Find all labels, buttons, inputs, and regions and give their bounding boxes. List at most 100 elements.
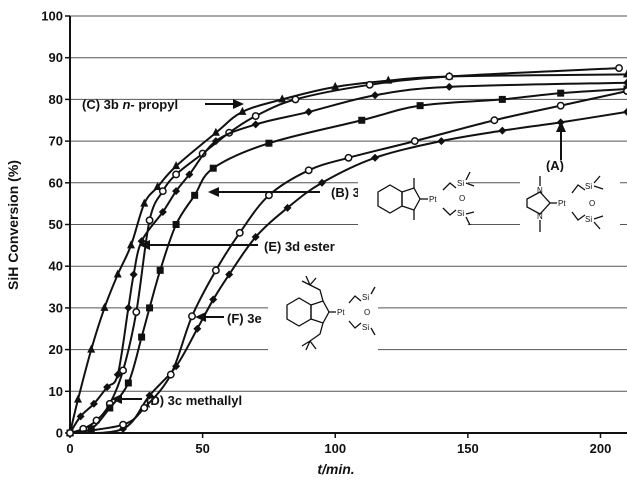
series-3-line [69,81,627,434]
series-2-point-5 [146,304,154,312]
series-4-point-11 [437,137,446,146]
series-1-point-12 [291,95,300,104]
series-4-point-12 [498,126,507,135]
annotation-b-arrowhead [208,187,219,197]
series-0-point-15 [623,69,627,78]
annotation-d-3c: (D) 3c methallyl [111,393,242,408]
annotation-a: (A) [546,121,566,173]
structure-3a-pt: Pt [429,195,437,204]
series-2-point-14 [557,89,565,97]
series-group [66,64,627,437]
x-tick-label-50: 50 [195,441,209,456]
annotation-e-3d: (E) 3d ester [139,239,335,254]
structure-a-n-top: N [537,186,543,195]
series-5-point-11 [490,116,499,125]
series-3-point-5 [124,303,133,312]
series-4-point-2 [145,391,154,400]
series-5-point-8 [304,166,313,175]
y-tick-label-10: 10 [49,384,63,399]
y-tick-label-20: 20 [49,342,63,357]
series-3-point-1 [76,412,85,421]
tick-labels: 0 10 20 30 40 50 60 70 80 90 100 0 50 100 150 200 [41,9,611,457]
annotation-a-arrowhead [556,121,566,132]
series-5-point-4 [188,312,196,321]
series-5-point-12 [556,101,565,110]
series-3-point-6 [129,270,138,279]
series-2-point-6 [156,266,164,274]
series-5-point-0 [66,429,74,437]
series-5-point-1 [119,420,127,429]
series-3-point-13 [304,107,313,116]
y-tick-label-40: 40 [49,259,63,274]
annotation-f-3e: (F) 3e [195,311,262,326]
annotation-f-arrowhead [195,312,206,322]
series-0-point-8 [172,161,181,170]
series-5-point-6 [235,228,244,237]
structure-3a: Pt Si O Si [358,168,475,238]
series-5-point-9 [344,153,353,162]
series-0-point-4 [113,269,122,278]
series-4-point-5 [209,295,218,304]
annotation-c-text-pre: (C) 3b [82,97,122,112]
annotation-c-arrowhead [233,99,244,109]
series-5-line [69,90,627,434]
series-0-point-5 [127,240,136,249]
y-tick-label-80: 80 [49,92,63,107]
series-4-point-4 [193,324,202,333]
series-1-point-8 [172,170,181,179]
series-3 [66,78,627,437]
annotation-f-text: (F) 3e [227,311,262,326]
series-3-point-12 [251,120,260,129]
series-4-point-9 [317,178,326,187]
annotation-c-text-em: n- [122,97,134,112]
y-tick-label-50: 50 [49,217,63,232]
series-3-point-10 [185,170,194,179]
series-2-point-13 [498,95,506,103]
series-0-point-11 [278,94,287,103]
series-2-point-1 [87,425,95,433]
series-1-point-4 [119,366,127,375]
structure-a-o: O [589,199,595,208]
annotation-c-3b: (C) 3b n- propyl [82,97,244,112]
series-0-line [69,73,627,434]
y-tick-label-90: 90 [49,50,63,65]
series-0-point-9 [211,127,220,136]
series-5-point-7 [264,191,273,200]
series-2-point-8 [191,191,199,199]
series-4-point-6 [225,270,234,279]
series-3-point-3 [103,383,112,392]
series-1-point-5 [132,308,141,317]
x-tick-label-100: 100 [324,441,346,456]
annotation-c-text-post: propyl [135,97,178,112]
x-tick-label-150: 150 [457,441,479,456]
series-1 [66,64,623,437]
annotation-d-text: (D) 3c methallyl [146,393,242,408]
series-3-point-2 [89,399,98,408]
series-1-point-6 [145,216,154,225]
structure-3a-si-bottom: Si [457,209,464,218]
annotation-b-3a: (B) 3a [208,185,368,200]
y-axis-title: SiH Conversion (%) [5,160,21,290]
structure-3e-si-bottom: Si [362,323,369,332]
structure-3e-o: O [364,308,370,317]
axes [65,15,627,438]
series-1-line [69,67,620,434]
structure-a-si-top: Si [585,182,592,191]
series-0 [66,69,627,436]
series-1-point-13 [365,80,374,89]
series-3-point-15 [445,82,454,91]
y-tick-label-0: 0 [56,426,63,441]
series-5-point-5 [211,266,220,275]
series-5-point-10 [410,137,419,146]
gridlines [70,15,627,392]
series-3-point-4 [113,370,122,379]
structure-3e: Pt Si O Si [268,275,378,368]
series-3-point-8 [158,207,167,216]
series-5-point-3 [166,370,175,379]
annotation-a-text: (A) [546,158,564,173]
annotation-e-text: (E) 3d ester [264,239,335,254]
structure-a: N N Pt Si O Si [520,172,620,244]
svg-text:(C) 3b n- propyl: (C) 3b n- propyl [82,97,178,112]
series-0-point-7 [153,181,162,190]
